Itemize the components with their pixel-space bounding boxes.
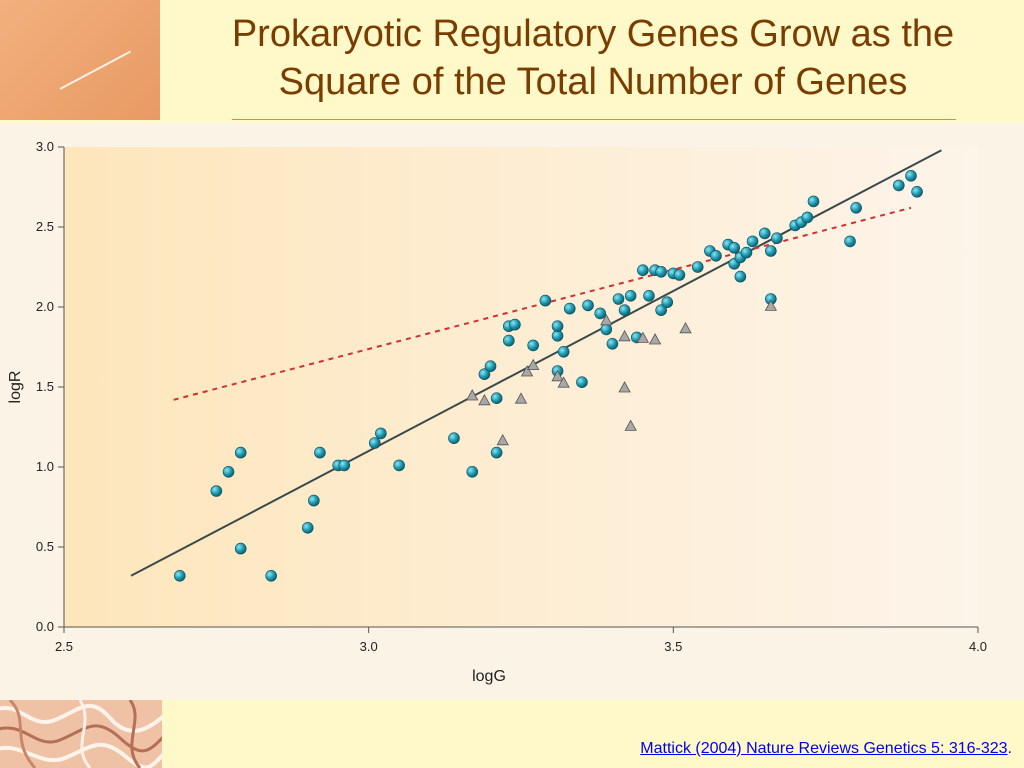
circle-data-point bbox=[801, 211, 814, 224]
circle-data-point bbox=[734, 270, 747, 283]
circle-data-point bbox=[527, 339, 539, 352]
circle-data-point bbox=[173, 569, 186, 582]
circle-data-point bbox=[582, 299, 594, 312]
triangle-data-point bbox=[648, 333, 662, 345]
circle-data-point bbox=[655, 304, 667, 316]
circle-data-point bbox=[503, 334, 515, 347]
circle-data-point bbox=[210, 485, 223, 497]
y-tick-label: 3.0 bbox=[36, 139, 54, 154]
triangle-data-point bbox=[636, 331, 650, 343]
corner-decoration bbox=[0, 0, 160, 120]
triangle-data-point bbox=[466, 389, 479, 401]
x-tick-label: 4.0 bbox=[969, 639, 987, 654]
title-underline bbox=[232, 119, 956, 120]
triangle-data-point bbox=[496, 433, 509, 446]
circle-data-point bbox=[844, 235, 856, 248]
y-axis-label: logR bbox=[7, 371, 24, 404]
circle-data-point bbox=[222, 465, 235, 478]
circle-data-point bbox=[594, 307, 607, 320]
circle-data-point bbox=[710, 250, 722, 262]
circle-data-point bbox=[612, 293, 625, 305]
circle-data-point bbox=[905, 169, 917, 182]
circle-data-point bbox=[771, 232, 783, 244]
circle-data-point bbox=[265, 569, 277, 582]
triangle-data-point bbox=[520, 365, 534, 377]
circle-data-point bbox=[393, 459, 405, 472]
circle-data-point bbox=[375, 427, 387, 440]
circle-data-point bbox=[490, 446, 503, 459]
circle-data-point bbox=[484, 360, 497, 372]
y-tick-label: 2.0 bbox=[36, 299, 54, 314]
circle-data-point bbox=[551, 320, 564, 332]
citation-link[interactable]: Mattick (2004) Nature Reviews Genetics 5… bbox=[640, 740, 1008, 757]
circle-data-point bbox=[308, 494, 320, 507]
triangle-data-point bbox=[679, 321, 692, 334]
circle-data-point bbox=[728, 242, 741, 254]
circle-data-point bbox=[509, 318, 521, 331]
triangle-data-point bbox=[618, 329, 631, 342]
plot-area bbox=[64, 147, 978, 627]
decorative-texture bbox=[0, 700, 162, 768]
circle-data-point bbox=[466, 465, 479, 478]
triangle-data-point bbox=[618, 381, 631, 393]
circle-data-point bbox=[606, 338, 619, 350]
circle-data-point bbox=[850, 202, 862, 214]
y-tick-label: 0.5 bbox=[36, 539, 54, 554]
triangle-data-point bbox=[600, 313, 613, 326]
circle-data-point bbox=[448, 432, 460, 445]
circle-data-point bbox=[478, 368, 491, 380]
corner-streak bbox=[59, 50, 132, 90]
triangle-data-point bbox=[551, 369, 564, 382]
circle-data-point bbox=[600, 323, 613, 336]
circle-data-point bbox=[490, 392, 503, 405]
triangle-data-point bbox=[514, 392, 528, 404]
circle-data-point bbox=[539, 294, 552, 307]
y-tick-label: 2.5 bbox=[36, 219, 54, 234]
scatter-chart: 2.5 3.0 3.5 4.0 0.0 0.5 1.0 1.5 2.0 2.5 3.0 logG log… bbox=[7, 139, 987, 685]
y-tick-label: 1.5 bbox=[36, 379, 54, 394]
figure-panel: 2.5 3.0 3.5 4.0 0.0 0.5 1.0 1.5 2.0 2.5 3.0 logG log… bbox=[0, 123, 1024, 700]
circle-data-point bbox=[655, 266, 667, 278]
circle-data-point bbox=[368, 437, 381, 449]
circle-data-point bbox=[576, 376, 588, 389]
triangle-data-point bbox=[557, 376, 570, 388]
circle-data-point bbox=[557, 346, 570, 358]
circle-data-point bbox=[691, 261, 704, 273]
y-tick-label: 0.0 bbox=[36, 619, 54, 634]
circle-data-point bbox=[758, 227, 771, 240]
circle-data-point bbox=[740, 246, 753, 259]
x-tick-label: 2.5 bbox=[55, 639, 73, 654]
decorative-image bbox=[0, 700, 162, 768]
circle-data-point bbox=[661, 296, 674, 308]
circle-data-point bbox=[618, 304, 631, 316]
citation: Mattick (2004) Nature Reviews Genetics 5… bbox=[640, 740, 1012, 758]
circle-data-point bbox=[314, 446, 326, 459]
circle-data-point bbox=[892, 179, 905, 192]
circle-data-point bbox=[643, 290, 655, 302]
circle-data-point bbox=[911, 186, 923, 198]
y-tick-label: 1.0 bbox=[36, 459, 54, 474]
x-tick-label: 3.0 bbox=[360, 639, 378, 654]
circle-data-point bbox=[234, 542, 247, 555]
slide-title: Prokaryotic Regulatory Genes Grow as the… bbox=[231, 13, 955, 103]
circle-data-point bbox=[301, 521, 314, 534]
circle-data-point bbox=[765, 245, 777, 257]
circle-data-point bbox=[637, 264, 649, 276]
triangle-data-point bbox=[764, 299, 778, 311]
triangle-data-point bbox=[527, 358, 540, 371]
x-tick-label: 3.5 bbox=[664, 639, 682, 654]
circle-data-point bbox=[673, 269, 686, 281]
circle-data-point bbox=[563, 302, 576, 315]
circle-data-point bbox=[746, 235, 759, 248]
circle-data-point bbox=[807, 195, 820, 208]
triangle-data-point bbox=[478, 393, 491, 406]
circle-data-point bbox=[624, 290, 637, 302]
citation-period: . bbox=[1007, 740, 1012, 757]
circle-data-point bbox=[234, 446, 247, 459]
x-axis-label: logG bbox=[472, 668, 506, 685]
triangle-data-point bbox=[624, 419, 637, 431]
circle-data-point bbox=[338, 459, 351, 472]
